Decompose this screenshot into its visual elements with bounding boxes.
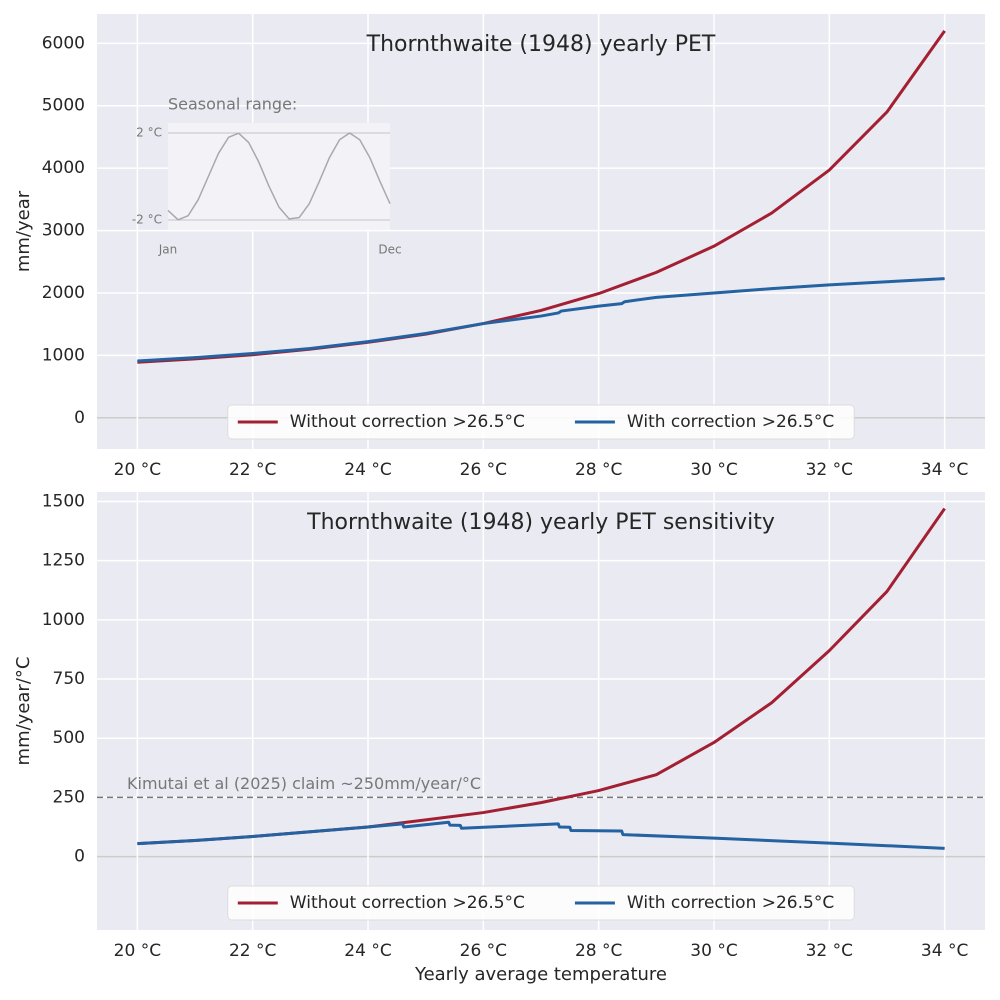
x-axis-label: Yearly average temperature: [414, 964, 667, 985]
legend: Without correction >26.5°C With correctio…: [227, 404, 855, 440]
x-tick-label: 28 °C: [575, 460, 622, 480]
y-tick-label: 500: [53, 728, 85, 748]
x-tick-label: 20 °C: [114, 460, 161, 480]
series-line: [137, 277, 945, 363]
series-line: [167, 132, 391, 221]
y-tick-label: -2 °C: [132, 212, 162, 226]
y-tick-label: 1000: [42, 610, 85, 630]
subplot: 0 250 500 750 1000 1250 1500 20 °C 22 °C 24 °C 26 …: [13, 491, 985, 985]
y-tick-label: 2 °C: [136, 126, 162, 140]
legend-box: [227, 404, 855, 440]
plot-area: [97, 492, 985, 930]
x-tick-label: 26 °C: [460, 941, 507, 961]
y-axis-label: mm/year/°C: [13, 657, 34, 766]
y-tick-label: 1250: [42, 551, 85, 571]
inset: 2 °C -2 °C Jan Dec Seasonal range:: [132, 95, 402, 257]
y-tick-label: 3000: [42, 221, 85, 241]
x-tick-label: 34 °C: [921, 941, 968, 961]
y-tick-label: 4000: [42, 158, 85, 178]
legend: Without correction >26.5°C With correctio…: [227, 885, 855, 921]
inset-title: Seasonal range:: [168, 95, 297, 114]
series-line: [137, 820, 945, 850]
y-tick-label: 750: [53, 669, 85, 689]
x-tick-label: Jan: [158, 243, 178, 257]
x-tick-label: 24 °C: [344, 460, 391, 480]
x-tick-label: 22 °C: [229, 941, 276, 961]
x-tick-label: 20 °C: [114, 941, 161, 961]
plot-area: [168, 123, 390, 230]
y-tick-label: 2000: [42, 283, 85, 303]
reference-label: Kimutai et al (2025) claim ~250mm/year/°…: [127, 774, 481, 793]
x-tick-label: 32 °C: [806, 460, 853, 480]
y-tick-label: 0: [74, 408, 85, 428]
x-tick-label: 32 °C: [806, 941, 853, 961]
y-tick-label: 5000: [42, 96, 85, 116]
x-tick-label: 30 °C: [690, 941, 737, 961]
y-tick-label: 1000: [42, 345, 85, 365]
y-tick-label: 0: [74, 847, 85, 867]
y-axis-label: mm/year: [13, 190, 34, 272]
legend-box: [227, 885, 855, 921]
legend-label: With correction >26.5°C: [627, 412, 834, 432]
x-tick-label: 24 °C: [344, 941, 391, 961]
x-tick-label: Dec: [378, 243, 401, 257]
legend-label: With correction >26.5°C: [627, 893, 834, 913]
y-tick-label: 6000: [42, 33, 85, 53]
legend-label: Without correction >26.5°C: [290, 893, 525, 913]
chart-title: Thornthwaite (1948) yearly PET: [366, 32, 716, 57]
y-tick-label: 250: [53, 787, 85, 807]
chart-title: Thornthwaite (1948) yearly PET sensitivi…: [306, 510, 775, 535]
x-tick-label: 28 °C: [575, 941, 622, 961]
x-tick-label: 26 °C: [460, 460, 507, 480]
legend-label: Without correction >26.5°C: [290, 412, 525, 432]
x-tick-label: 22 °C: [229, 460, 276, 480]
x-tick-label: 34 °C: [921, 460, 968, 480]
plot-area: [97, 14, 985, 449]
y-tick-label: 1500: [42, 491, 85, 511]
x-tick-label: 30 °C: [690, 460, 737, 480]
